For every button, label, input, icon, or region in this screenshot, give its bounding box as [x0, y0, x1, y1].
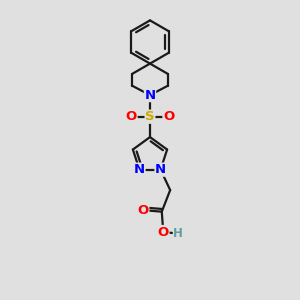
- Text: O: O: [163, 110, 174, 123]
- Text: O: O: [126, 110, 137, 123]
- Text: N: N: [134, 163, 145, 176]
- Text: O: O: [138, 204, 149, 217]
- Text: N: N: [155, 163, 166, 176]
- Text: N: N: [144, 88, 156, 102]
- Text: H: H: [173, 227, 183, 240]
- Text: O: O: [158, 226, 169, 238]
- Text: S: S: [145, 110, 155, 123]
